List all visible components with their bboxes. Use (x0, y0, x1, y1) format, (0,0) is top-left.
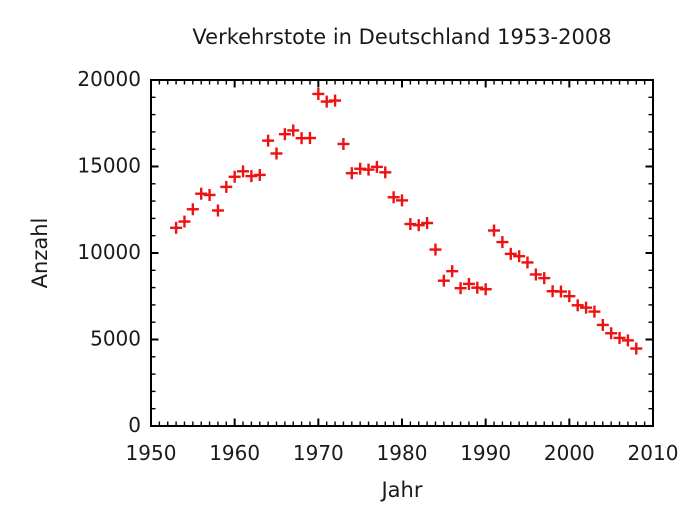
data-point-marker (446, 265, 459, 278)
x-tick-label: 1990 (460, 441, 511, 465)
x-tick-label: 1950 (126, 441, 177, 465)
data-point-marker (429, 243, 442, 256)
data-point-marker (513, 250, 526, 263)
data-point-marker (287, 124, 300, 137)
data-point-marker (220, 180, 233, 193)
x-axis-label: Jahr (381, 478, 423, 502)
x-tick-label: 1960 (209, 441, 260, 465)
data-point-marker (571, 299, 584, 312)
x-tick-label: 1980 (377, 441, 428, 465)
data-point-marker (471, 281, 484, 294)
data-point-marker (462, 277, 475, 290)
x-tick-label: 2010 (628, 441, 679, 465)
data-point-marker (521, 256, 534, 269)
data-point-marker (421, 217, 434, 230)
data-point-marker (387, 191, 400, 204)
data-point-marker (312, 87, 325, 100)
y-tick-label: 5000 (90, 327, 141, 351)
data-point-marker (195, 187, 208, 200)
data-point-marker (504, 247, 517, 260)
data-point-marker (563, 290, 576, 303)
data-point-marker (237, 165, 250, 178)
data-point-marker (186, 203, 199, 216)
data-point-marker (412, 219, 425, 232)
data-point-marker (488, 224, 501, 237)
data-point-marker (170, 221, 183, 234)
y-tick-label: 20000 (77, 67, 141, 91)
data-point-marker (396, 194, 408, 207)
y-tick-label: 0 (128, 413, 141, 437)
data-point-marker (270, 147, 283, 160)
plot-frame (150, 79, 654, 427)
data-point-marker (345, 167, 358, 180)
data-point-marker (253, 168, 266, 181)
y-tick-labels: 0 5000 10000 15000 20000 (77, 67, 141, 437)
data-point-marker (554, 285, 567, 298)
chart-title: Verkehrstote in Deutschland 1953-2008 (192, 25, 612, 49)
data-points (170, 87, 643, 355)
data-point-marker (337, 137, 350, 150)
data-point-marker (588, 305, 601, 318)
data-point-marker (596, 318, 609, 331)
x-tick-label: 1970 (293, 441, 344, 465)
data-point-marker (278, 128, 291, 141)
x-tick-labels: 1950 1960 1970 1980 1990 2000 2010 (126, 441, 679, 465)
x-tick-label: 2000 (544, 441, 595, 465)
axis-ticks (150, 79, 654, 427)
data-point-marker (303, 132, 316, 145)
data-point-marker (479, 283, 492, 296)
data-point-marker (437, 274, 450, 287)
data-point-marker (228, 170, 241, 183)
data-point-marker (529, 268, 542, 281)
data-point-marker (630, 342, 643, 355)
data-point-marker (496, 236, 509, 249)
y-tick-label: 15000 (77, 154, 141, 178)
data-point-marker (203, 188, 216, 201)
data-point-marker (580, 301, 593, 314)
data-point-marker (621, 334, 634, 347)
data-point-marker (605, 327, 618, 340)
data-point-marker (178, 215, 191, 228)
data-point-marker (362, 163, 375, 176)
data-point-marker (454, 282, 467, 295)
data-point-marker (262, 134, 275, 147)
data-point-marker (211, 204, 224, 217)
data-point-marker (379, 166, 392, 179)
data-point-marker (538, 272, 551, 285)
data-point-marker (329, 94, 342, 107)
data-point-marker (613, 331, 626, 344)
data-point-marker (370, 160, 383, 173)
y-tick-label: 10000 (77, 240, 141, 264)
